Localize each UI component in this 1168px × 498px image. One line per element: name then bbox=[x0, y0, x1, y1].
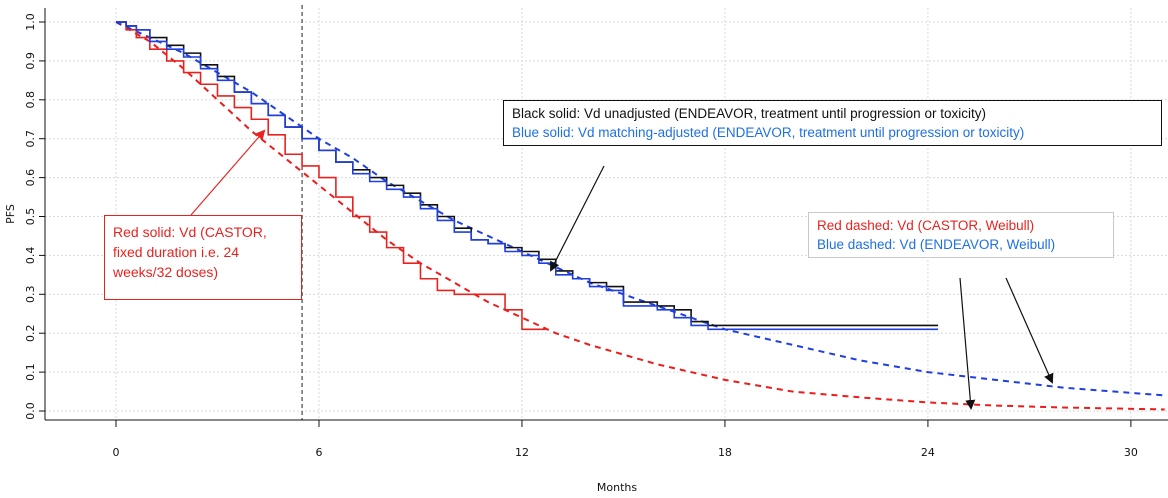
survival-curves bbox=[115, 21, 1165, 411]
x-tick-label: 18 bbox=[718, 446, 732, 459]
y-tick-label: 0.1 bbox=[24, 363, 37, 381]
endeavor-annotation: Black solid: Vd unadjusted (ENDEAVOR, tr… bbox=[503, 100, 1162, 146]
series-4-line bbox=[115, 21, 1165, 397]
weibull-blue-arrow bbox=[1005, 277, 1054, 384]
y-tick-label: 0.9 bbox=[24, 52, 37, 70]
x-tick-label: 12 bbox=[515, 446, 529, 459]
series-2-line bbox=[116, 21, 546, 331]
y-tick-label: 1.0 bbox=[24, 13, 37, 31]
x-tick-label: 0 bbox=[113, 446, 120, 459]
y-tick-label: 0.5 bbox=[24, 208, 37, 226]
y-axis: 0.0 0.1 0.2 0.3 0.4 0.5 0.6 0.7 0.8 0.9 1.0 bbox=[24, 13, 45, 420]
x-tick-label: 24 bbox=[921, 446, 935, 459]
series-3-line bbox=[115, 21, 1165, 411]
endeavor-annotation-line1: Black solid: Vd unadjusted (ENDEAVOR, tr… bbox=[512, 106, 986, 121]
x-tick-label: 30 bbox=[1124, 446, 1138, 459]
series-0-line bbox=[116, 21, 939, 327]
y-tick-label: 0.0 bbox=[24, 402, 37, 420]
series-1-line bbox=[116, 21, 939, 331]
y-tick-label: 0.3 bbox=[24, 286, 37, 304]
y-tick-label: 0.2 bbox=[24, 324, 37, 342]
x-axis-title: Months bbox=[597, 481, 637, 494]
castor-annotation-text: Red solid: Vd (CASTOR, fixed duration i.… bbox=[113, 224, 267, 280]
y-tick-label: 0.7 bbox=[24, 130, 37, 148]
endeavor-annotation-line2: Blue solid: Vd matching-adjusted (ENDEAV… bbox=[512, 125, 1025, 140]
x-axis: 0 6 12 18 24 30 bbox=[113, 420, 1138, 459]
endeavor-arrow bbox=[550, 165, 605, 272]
weibull-annotation-line1: Red dashed: Vd (CASTOR, Weibull) bbox=[817, 218, 1035, 233]
weibull-annotation: Red dashed: Vd (CASTOR, Weibull) Blue da… bbox=[808, 212, 1114, 258]
castor-arrow bbox=[190, 129, 266, 216]
castor-annotation: Red solid: Vd (CASTOR, fixed duration i.… bbox=[104, 215, 302, 300]
weibull-red-arrow bbox=[959, 277, 976, 410]
y-axis-title: PFS bbox=[4, 204, 17, 224]
y-tick-label: 0.4 bbox=[24, 247, 37, 265]
y-tick-label: 0.8 bbox=[24, 91, 37, 109]
x-tick-label: 6 bbox=[315, 446, 322, 459]
y-tick-label: 0.6 bbox=[24, 169, 37, 187]
weibull-annotation-line2: Blue dashed: Vd (ENDEAVOR, Weibull) bbox=[817, 237, 1056, 252]
